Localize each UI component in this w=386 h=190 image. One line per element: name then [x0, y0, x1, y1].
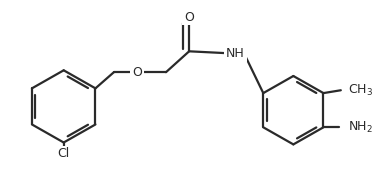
- Text: Cl: Cl: [58, 147, 70, 160]
- Text: O: O: [132, 66, 142, 79]
- Text: CH$_3$: CH$_3$: [348, 83, 373, 98]
- Text: NH: NH: [226, 47, 245, 60]
- Text: O: O: [184, 11, 194, 24]
- Text: NH$_2$: NH$_2$: [348, 120, 373, 135]
